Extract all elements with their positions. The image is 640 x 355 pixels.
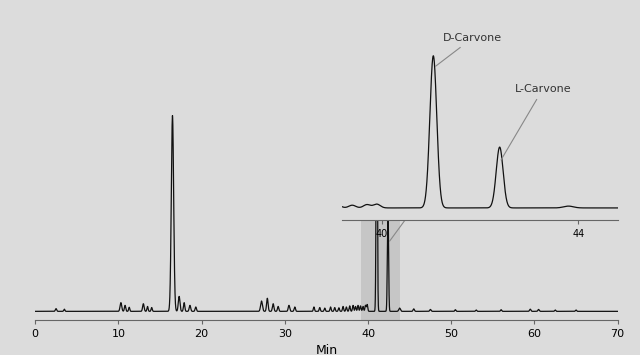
- Text: D-Carvone: D-Carvone: [436, 33, 502, 66]
- Bar: [362, 18, 399, 320]
- X-axis label: Min: Min: [316, 344, 337, 355]
- Text: L-Carvone: L-Carvone: [390, 176, 462, 241]
- Text: D-Carvone: D-Carvone: [379, 94, 465, 141]
- Text: L-Carvone: L-Carvone: [501, 84, 571, 160]
